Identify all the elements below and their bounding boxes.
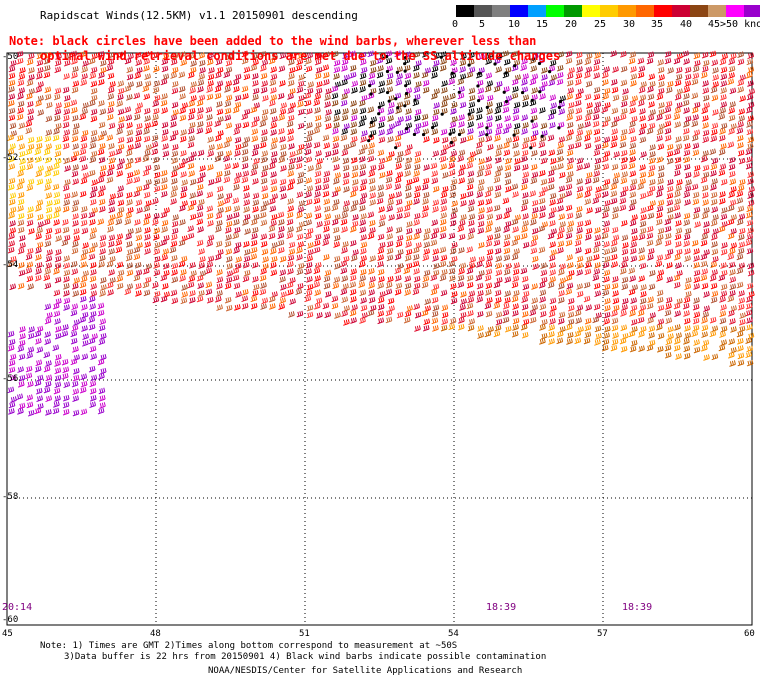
time-label-left: 20:14	[2, 602, 33, 613]
color-scale	[456, 5, 760, 17]
color-scale-label: 20	[565, 19, 578, 30]
color-swatch	[726, 5, 744, 17]
color-swatch	[690, 5, 708, 17]
color-swatch	[672, 5, 690, 17]
x-tick-45: 45	[2, 629, 13, 639]
x-tick-54: 54	[448, 629, 459, 639]
wind-barbs	[7, 50, 755, 417]
x-tick-48: 48	[150, 629, 161, 639]
color-scale-labels: 0 5 10 15 20 25 30 35 40 45>50 knots	[452, 19, 760, 33]
gridlines	[7, 53, 752, 625]
color-swatch	[654, 5, 672, 17]
color-swatch	[564, 5, 582, 17]
note-line-1: Note: black circles have been added to t…	[9, 34, 537, 48]
x-tick-51: 51	[299, 629, 310, 639]
color-swatch	[492, 5, 510, 17]
color-scale-label: 40	[680, 19, 693, 30]
color-swatch	[708, 5, 726, 17]
color-scale-label: 35	[651, 19, 664, 30]
color-swatch	[510, 5, 528, 17]
color-swatch	[744, 5, 760, 17]
note-line-2: optimal wind retrieval conditions are me…	[40, 49, 561, 63]
color-scale-label: 25	[594, 19, 607, 30]
color-scale-label: 5	[479, 19, 486, 30]
footer-note-2: 3)Data buffer is 22 hrs from 20150901 4)…	[64, 652, 547, 662]
color-scale-label: 15	[536, 19, 549, 30]
footer-note-1: Note: 1) Times are GMT 2)Times along bot…	[40, 641, 458, 651]
y-tick-56: -56	[2, 374, 19, 384]
color-scale-label: >50 knots	[720, 19, 760, 30]
color-swatch	[474, 5, 492, 17]
y-tick-50: -50	[2, 52, 19, 62]
y-tick-54: -54	[2, 260, 19, 270]
color-swatch	[618, 5, 636, 17]
color-scale-label: 45	[708, 19, 721, 30]
color-swatch	[600, 5, 618, 17]
color-scale-label: 10	[508, 19, 521, 30]
color-swatch	[456, 5, 474, 17]
time-label-middle: 18:39	[486, 602, 517, 613]
color-swatch	[582, 5, 600, 17]
time-label-right: 18:39	[622, 602, 653, 613]
x-tick-57: 57	[597, 629, 608, 639]
color-swatch	[546, 5, 564, 17]
color-swatch	[528, 5, 546, 17]
map-title: Rapidscat Winds(12.5KM) v1.1 20150901 de…	[40, 9, 358, 22]
color-scale-label: 0	[452, 19, 459, 30]
x-tick-60: 60	[744, 629, 755, 639]
contamination-circles	[367, 55, 563, 150]
color-scale-label: 30	[623, 19, 636, 30]
y-tick-60: -60	[2, 615, 19, 625]
y-tick-52: -52	[2, 153, 19, 163]
y-tick-58: -58	[2, 492, 19, 502]
footer-credit: NOAA/NESDIS/Center for Satellite Applica…	[208, 666, 523, 676]
color-swatch	[636, 5, 654, 17]
